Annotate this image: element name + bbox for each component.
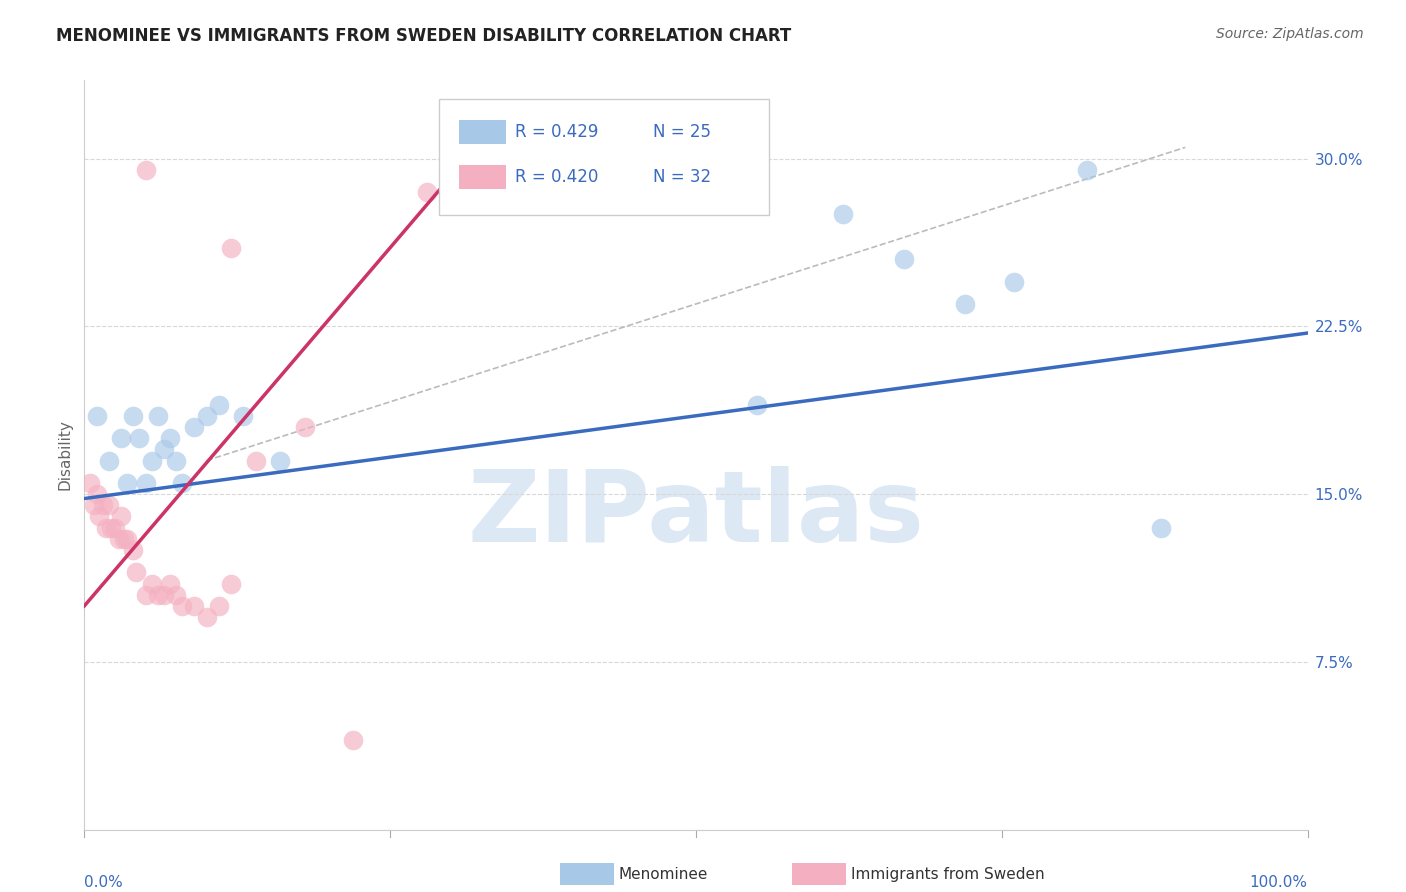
Text: R = 0.420: R = 0.420 bbox=[515, 168, 599, 186]
Point bbox=[107, 532, 129, 546]
Point bbox=[100, 520, 122, 534]
Text: 100.0%: 100.0% bbox=[1250, 874, 1308, 889]
Point bbox=[112, 532, 135, 546]
Point bbox=[294, 420, 316, 434]
Point bbox=[110, 509, 132, 524]
Point bbox=[165, 588, 187, 602]
Point bbox=[135, 162, 157, 177]
Point bbox=[125, 566, 148, 580]
Point bbox=[128, 431, 150, 445]
Point bbox=[893, 252, 915, 267]
Point bbox=[172, 475, 194, 490]
Text: 0.0%: 0.0% bbox=[84, 874, 124, 889]
Text: Immigrants from Sweden: Immigrants from Sweden bbox=[851, 867, 1045, 881]
Point bbox=[208, 398, 231, 412]
Point bbox=[831, 207, 853, 221]
Point bbox=[104, 520, 127, 534]
Point bbox=[1076, 162, 1098, 177]
Point bbox=[97, 498, 120, 512]
Text: Source: ZipAtlas.com: Source: ZipAtlas.com bbox=[1216, 27, 1364, 41]
Point bbox=[342, 733, 364, 747]
Point bbox=[183, 599, 205, 613]
Point bbox=[1002, 275, 1025, 289]
Point bbox=[269, 453, 291, 467]
Point bbox=[195, 409, 218, 423]
Point bbox=[115, 532, 138, 546]
Point bbox=[87, 509, 110, 524]
Text: N = 25: N = 25 bbox=[654, 123, 711, 141]
Point bbox=[747, 398, 769, 412]
Point bbox=[79, 475, 101, 490]
FancyBboxPatch shape bbox=[458, 120, 506, 144]
Point bbox=[96, 520, 118, 534]
Point bbox=[165, 453, 187, 467]
Text: MENOMINEE VS IMMIGRANTS FROM SWEDEN DISABILITY CORRELATION CHART: MENOMINEE VS IMMIGRANTS FROM SWEDEN DISA… bbox=[56, 27, 792, 45]
Y-axis label: Disability: Disability bbox=[58, 419, 73, 491]
Point bbox=[122, 543, 145, 558]
Point bbox=[110, 431, 132, 445]
Point bbox=[141, 453, 163, 467]
Text: Menominee: Menominee bbox=[619, 867, 709, 881]
Point bbox=[146, 409, 169, 423]
Point bbox=[195, 610, 218, 624]
Point bbox=[135, 475, 157, 490]
Point bbox=[245, 453, 267, 467]
Point bbox=[146, 588, 169, 602]
Point bbox=[953, 297, 976, 311]
Text: N = 32: N = 32 bbox=[654, 168, 711, 186]
Point bbox=[219, 576, 242, 591]
Point bbox=[1150, 520, 1173, 534]
Point bbox=[86, 487, 108, 501]
FancyBboxPatch shape bbox=[439, 99, 769, 215]
Point bbox=[91, 498, 114, 512]
Point bbox=[115, 475, 138, 490]
Point bbox=[141, 576, 163, 591]
Point bbox=[159, 576, 181, 591]
Point bbox=[159, 431, 181, 445]
Point bbox=[416, 185, 439, 199]
Text: ZIPatlas: ZIPatlas bbox=[468, 467, 924, 564]
Point bbox=[86, 409, 108, 423]
Point bbox=[219, 241, 242, 255]
Point bbox=[97, 453, 120, 467]
Point bbox=[122, 409, 145, 423]
Point bbox=[232, 409, 254, 423]
Point bbox=[172, 599, 194, 613]
Point bbox=[153, 588, 176, 602]
Point bbox=[153, 442, 176, 457]
Point bbox=[208, 599, 231, 613]
Point bbox=[83, 498, 105, 512]
Point bbox=[135, 588, 157, 602]
Text: R = 0.429: R = 0.429 bbox=[515, 123, 599, 141]
FancyBboxPatch shape bbox=[458, 165, 506, 189]
Point bbox=[183, 420, 205, 434]
